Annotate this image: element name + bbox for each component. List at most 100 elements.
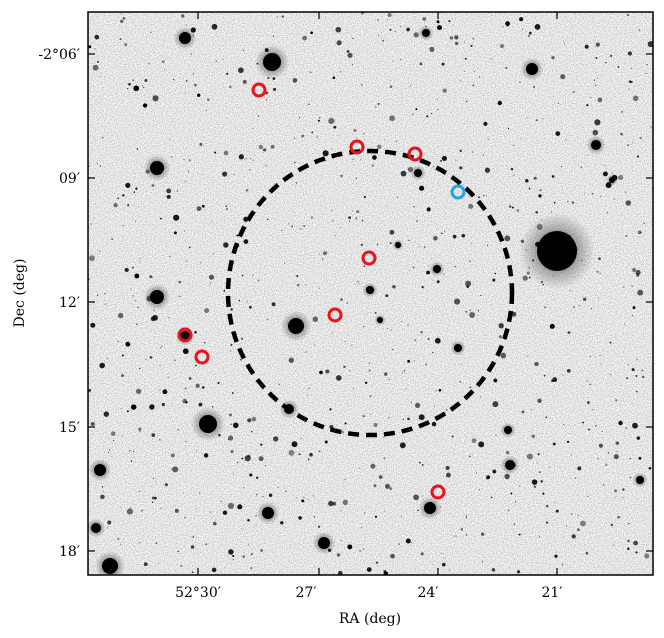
bright-star xyxy=(150,290,164,304)
star xyxy=(445,472,451,478)
star xyxy=(204,307,210,314)
star xyxy=(152,95,159,102)
star xyxy=(586,380,588,382)
star xyxy=(305,284,307,286)
star xyxy=(387,12,392,18)
star xyxy=(360,243,364,246)
bright-star xyxy=(263,53,281,71)
star xyxy=(230,343,233,346)
x-axis-title: RA (deg) xyxy=(339,611,401,627)
star xyxy=(348,370,350,372)
star xyxy=(481,561,483,563)
star xyxy=(99,75,101,77)
star xyxy=(466,517,468,519)
star xyxy=(583,193,585,195)
star xyxy=(256,493,258,496)
star xyxy=(599,354,601,356)
star xyxy=(272,87,277,91)
star-field xyxy=(88,12,653,575)
star xyxy=(260,443,263,446)
star xyxy=(245,158,247,160)
star xyxy=(364,381,368,384)
star xyxy=(650,126,652,128)
star xyxy=(443,273,445,275)
star xyxy=(560,74,566,80)
star xyxy=(94,48,96,50)
star xyxy=(319,117,321,119)
star xyxy=(402,418,405,421)
red-circle-marker xyxy=(361,250,377,266)
y-tick-label: 15′ xyxy=(59,420,80,436)
star xyxy=(169,138,171,140)
star xyxy=(244,158,246,160)
star xyxy=(385,294,389,297)
star xyxy=(431,421,437,427)
star xyxy=(445,465,450,471)
star xyxy=(335,375,342,381)
star xyxy=(388,379,390,380)
star xyxy=(145,358,147,361)
star xyxy=(349,221,351,223)
star xyxy=(241,457,244,460)
star xyxy=(490,202,491,204)
star xyxy=(554,554,558,558)
star xyxy=(396,140,397,142)
star xyxy=(621,111,623,113)
star xyxy=(205,543,208,546)
star xyxy=(161,402,165,407)
plot-frame xyxy=(87,11,654,576)
star xyxy=(134,300,137,302)
star xyxy=(638,456,642,460)
star xyxy=(432,351,434,354)
star xyxy=(160,217,162,220)
star xyxy=(472,37,475,40)
star xyxy=(343,365,346,369)
star xyxy=(545,521,549,524)
star xyxy=(383,372,388,376)
star xyxy=(389,28,392,31)
star xyxy=(128,450,131,452)
x-axis: 52°30′ 27′ 24′ 21′ RA (deg) xyxy=(175,12,563,627)
star xyxy=(398,543,400,546)
star xyxy=(539,471,541,473)
star xyxy=(247,418,252,423)
star xyxy=(551,175,555,178)
star xyxy=(618,175,624,181)
star xyxy=(438,388,442,392)
star xyxy=(389,487,393,490)
star xyxy=(255,476,259,479)
star xyxy=(448,569,451,571)
star xyxy=(310,216,314,219)
star xyxy=(208,274,215,280)
star xyxy=(392,60,394,62)
star xyxy=(531,434,536,439)
star xyxy=(628,364,630,366)
star xyxy=(257,115,259,117)
star xyxy=(120,506,122,508)
star xyxy=(400,516,402,518)
star xyxy=(285,490,287,492)
star xyxy=(518,177,520,180)
star xyxy=(278,383,280,386)
star xyxy=(563,423,565,425)
star xyxy=(143,562,148,567)
star xyxy=(139,431,141,433)
star xyxy=(616,451,618,452)
star xyxy=(266,218,269,221)
star xyxy=(310,31,313,35)
star xyxy=(162,60,165,63)
star xyxy=(198,492,201,494)
star xyxy=(181,14,185,18)
star xyxy=(584,44,589,49)
star xyxy=(142,103,148,108)
star xyxy=(631,285,633,287)
star xyxy=(247,544,250,546)
star xyxy=(627,51,633,56)
star xyxy=(149,356,153,359)
star xyxy=(587,495,589,497)
star xyxy=(648,466,652,470)
star xyxy=(465,280,472,287)
star xyxy=(384,510,386,513)
star xyxy=(344,340,346,343)
star xyxy=(284,262,286,264)
